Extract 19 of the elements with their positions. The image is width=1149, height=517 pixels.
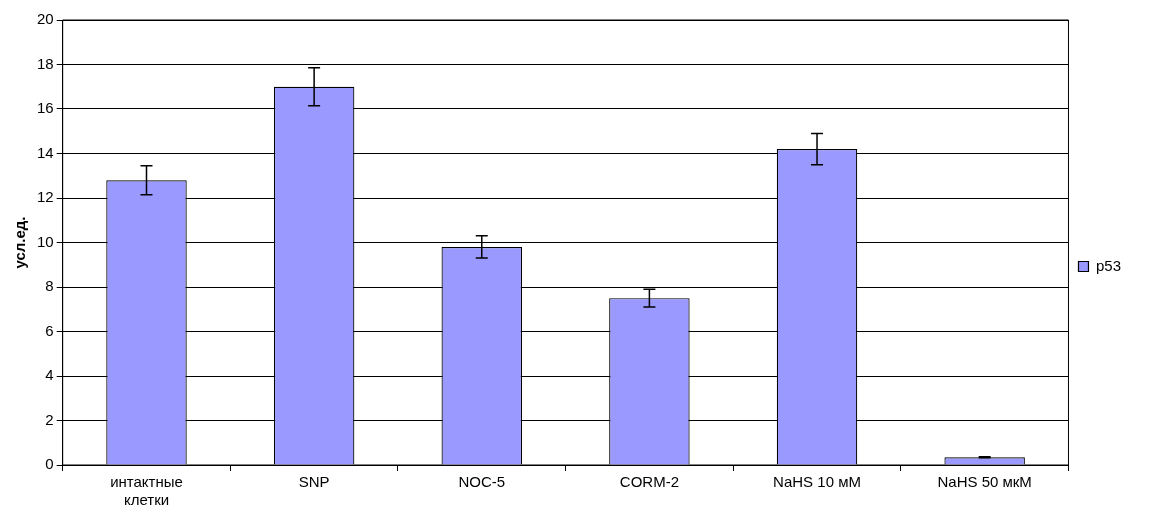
y-tick-label: 4 [45, 366, 54, 384]
y-tick-label: 12 [37, 188, 54, 206]
x-tick-label: CORM-2 [619, 473, 679, 491]
x-tick-label: интактные клетки [110, 473, 183, 509]
y-tick-label: 8 [45, 277, 54, 295]
y-tick-label: 18 [37, 54, 54, 72]
x-tick-label: NaHS 10 мМ [773, 473, 861, 491]
y-tick-label: 0 [45, 455, 54, 473]
x-tick-label: SNP [298, 473, 330, 491]
y-tick-label: 10 [37, 232, 54, 250]
x-tick-label: NaHS 50 мкМ [937, 473, 1032, 491]
y-tick-label: 6 [45, 321, 54, 339]
legend-label: p53 [1095, 256, 1121, 274]
y-tick-label: 14 [37, 143, 54, 161]
y-tick-label: 20 [37, 10, 54, 28]
y-tick-label: 2 [45, 410, 54, 428]
y-axis-title: усл.ед. [11, 216, 29, 269]
x-tick-label: NOC-5 [458, 473, 506, 491]
y-tick-label: 16 [37, 99, 54, 117]
